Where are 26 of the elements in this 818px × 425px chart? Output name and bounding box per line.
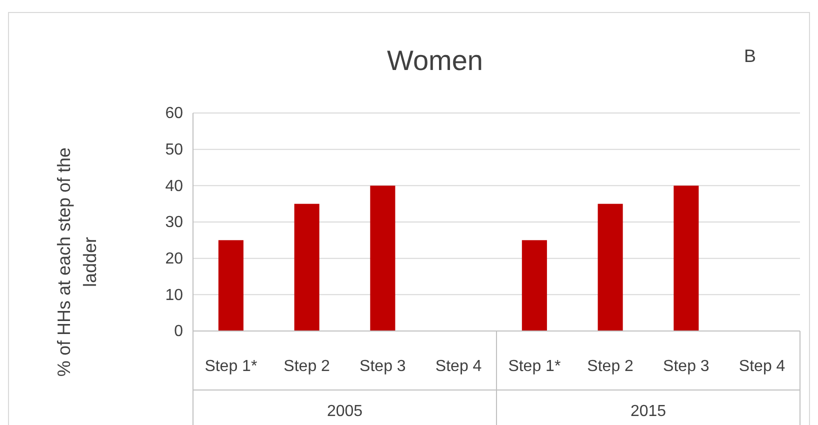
y-tick-label: 50: [165, 141, 184, 158]
bar: [370, 186, 396, 331]
y-tick-label: 30: [165, 214, 184, 232]
x-tick-label: Step 1*: [204, 358, 258, 375]
y-axis-title: % of HHs at each step of the ladder: [54, 147, 100, 377]
text: 2005: [326, 403, 363, 420]
x-tick-label: Step 3: [663, 358, 710, 375]
y-tick-label: 40: [165, 178, 184, 195]
y-tick-label: 60: [165, 105, 184, 122]
y-tick-label: 20: [165, 250, 184, 268]
x-tick-label: Step 4: [738, 358, 786, 375]
bar: [218, 240, 244, 331]
bar: [674, 186, 699, 331]
text: 2015: [630, 403, 666, 420]
bar: [294, 204, 320, 331]
y-tick-label: 10: [165, 286, 184, 304]
y-tick-label: 0: [174, 323, 184, 340]
bar: [598, 204, 623, 331]
text: B: [744, 46, 756, 66]
x-tick-label: Step 2: [284, 358, 330, 375]
x-tick-label: Step 2: [587, 358, 634, 375]
bar: [522, 240, 547, 331]
chart-title: Women: [387, 45, 483, 76]
x-tick-label: Step 4: [435, 358, 482, 375]
x-tick-label: Step 3: [360, 358, 406, 375]
x-tick-label: Step 1*: [508, 358, 561, 375]
